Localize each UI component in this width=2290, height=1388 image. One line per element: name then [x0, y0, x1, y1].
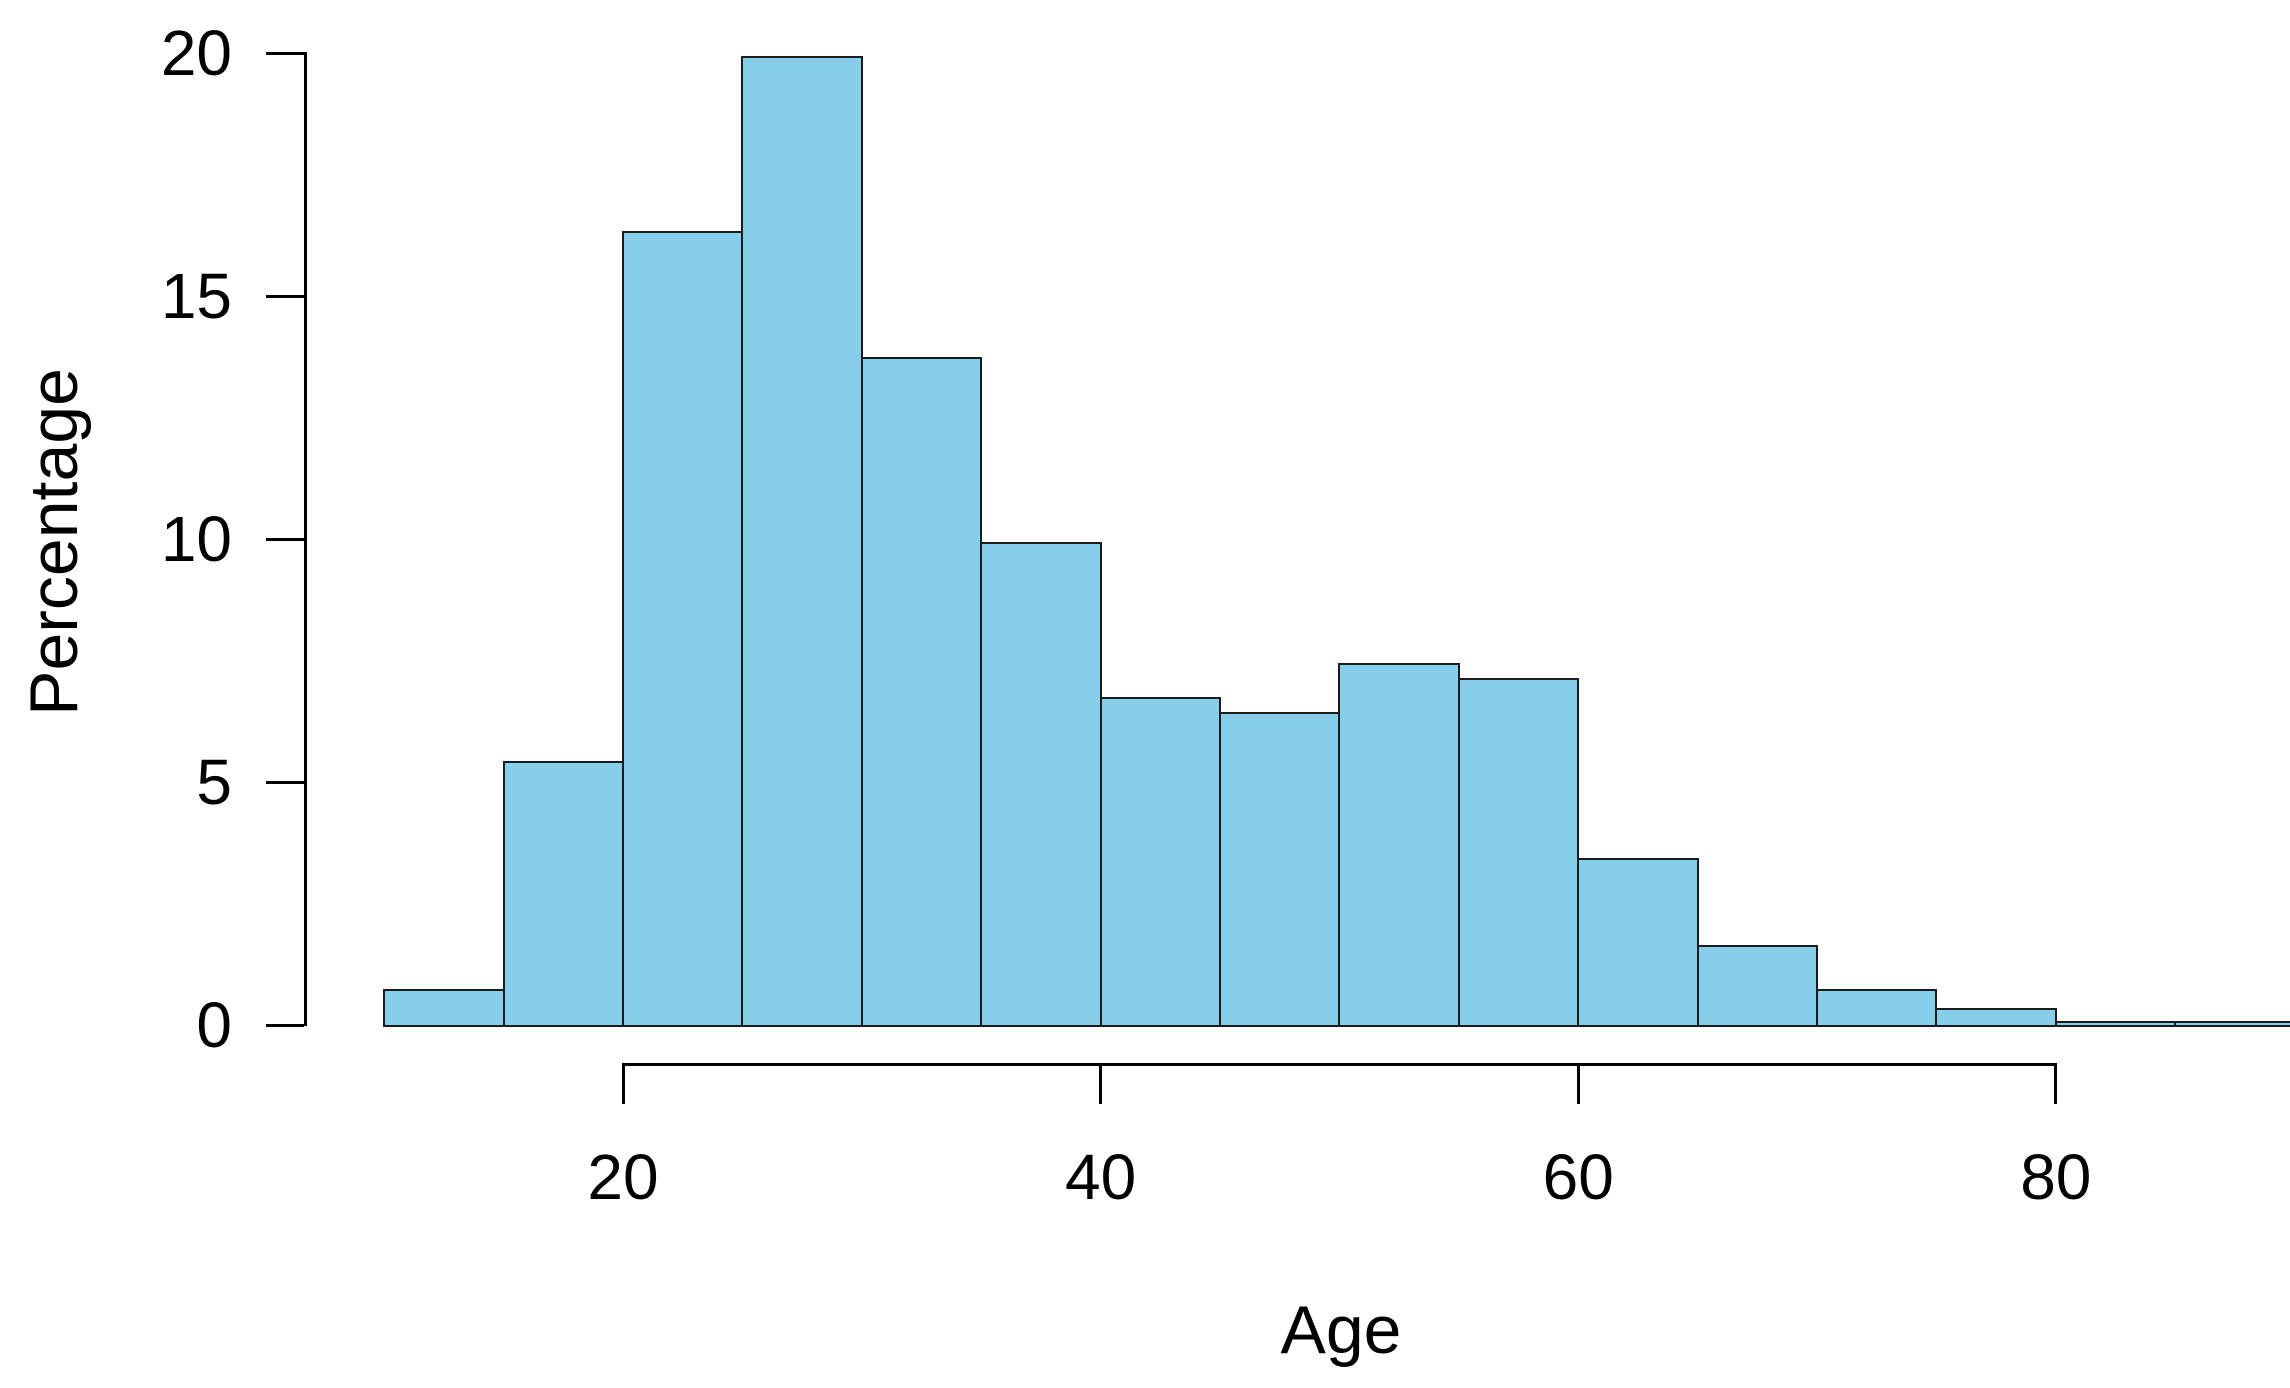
histogram-bar [383, 988, 505, 1027]
histogram-bar [502, 760, 624, 1027]
y-axis-line [304, 52, 307, 1026]
histogram-bar [1696, 945, 1818, 1027]
y-tick-mark [266, 780, 304, 784]
histogram-bar [1099, 697, 1221, 1027]
histogram-bar [622, 230, 744, 1027]
y-tick-mark [266, 1023, 304, 1027]
y-tick-mark [266, 51, 304, 55]
x-tick-label: 20 [587, 1141, 659, 1213]
x-tick-label: 80 [2020, 1141, 2092, 1213]
x-tick-label: 40 [1065, 1141, 1137, 1213]
y-tick-label: 15 [160, 260, 232, 332]
histogram-bar [1338, 663, 1460, 1027]
y-tick-mark [266, 537, 304, 541]
histogram-bar [2054, 1020, 2177, 1027]
x-tick-mark [621, 1063, 625, 1104]
x-tick-mark [2054, 1063, 2058, 1104]
x-axis-line [621, 1063, 2058, 1066]
histogram-bar [741, 55, 863, 1027]
y-tick-label: 5 [196, 746, 232, 818]
x-axis-title: Age [1280, 1292, 1402, 1368]
histogram-bar [1457, 677, 1580, 1027]
y-tick-label: 0 [196, 989, 232, 1061]
x-tick-mark [1099, 1063, 1103, 1104]
histogram-bar [860, 357, 983, 1027]
histogram-bar [1935, 1008, 2057, 1027]
histogram-bar [1577, 857, 1699, 1027]
x-tick-mark [1576, 1063, 1580, 1104]
histogram-bar [1816, 988, 1938, 1027]
x-tick-label: 60 [1542, 1141, 1614, 1213]
y-tick-label: 20 [160, 17, 232, 89]
histogram-bar [1219, 711, 1341, 1027]
histogram-bar [2174, 1020, 2290, 1027]
y-tick-mark [266, 294, 304, 298]
y-tick-label: 10 [160, 503, 232, 575]
histogram-bar [980, 541, 1102, 1027]
